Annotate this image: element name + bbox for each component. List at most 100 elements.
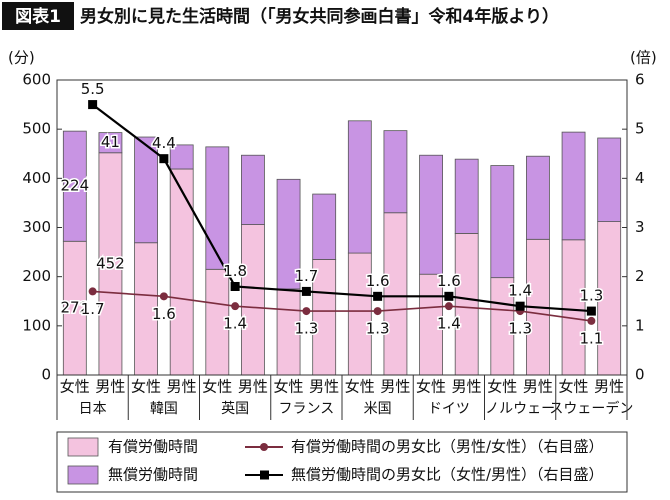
marker (302, 307, 311, 316)
legend-label: 無償労働時間の男女比（女性/男性）（右目盛） (291, 466, 604, 484)
y2-tick-label: 3 (635, 218, 645, 236)
x-tick-label: 男性 (95, 378, 125, 396)
marker (159, 292, 168, 301)
data-label: 1.3 (294, 320, 318, 338)
data-label: 224 (60, 177, 89, 195)
data-label: 1.3 (579, 287, 603, 305)
data-label: 1.7 (81, 300, 105, 318)
data-label: 1.3 (508, 320, 532, 338)
bar (62, 130, 87, 242)
x-tick-label: 男性 (167, 378, 197, 396)
bar (241, 154, 265, 225)
bar (383, 130, 408, 214)
legend-swatch (67, 437, 99, 457)
bar (241, 224, 265, 376)
x-tick-label: 女性 (274, 378, 304, 396)
bar (312, 193, 337, 260)
data-label: 4.4 (152, 134, 176, 152)
marker (373, 307, 382, 316)
y2-tick-label: 4 (635, 169, 645, 187)
x-tick-label: 女性 (60, 378, 90, 396)
marker (587, 316, 596, 325)
y-tick-label: 600 (22, 71, 51, 89)
y2-tick-label: 0 (635, 366, 645, 384)
data-label: 1.4 (508, 282, 532, 300)
data-label: 1.7 (294, 267, 318, 285)
data-label: 1.4 (437, 315, 461, 333)
x-tick-label: 女性 (416, 378, 446, 396)
y-tick-label: 400 (22, 169, 51, 187)
x-tick-label: 男性 (594, 378, 624, 396)
legend-marker (260, 443, 268, 451)
y2-tick-label: 1 (635, 316, 645, 334)
bar (597, 137, 622, 222)
y-tick-label: 300 (22, 218, 51, 236)
badge-bg (2, 2, 74, 30)
group-label: 米国 (364, 401, 392, 417)
bar (526, 155, 550, 240)
group-label: フランス (279, 401, 335, 417)
x-tick-label: 男性 (452, 378, 482, 396)
bar (134, 136, 158, 244)
bar (98, 132, 123, 154)
bar (169, 144, 194, 170)
marker (515, 301, 525, 311)
data-label: 5.5 (81, 80, 105, 98)
x-tick-label: 女性 (345, 378, 375, 396)
group-label: 韓国 (150, 401, 178, 417)
group-label: 日本 (79, 401, 107, 417)
y-tick-label: 200 (22, 267, 51, 285)
bar (454, 232, 479, 376)
marker (301, 286, 311, 296)
marker (231, 302, 240, 311)
y-tick-label: 500 (22, 120, 51, 138)
bar (419, 154, 443, 275)
line (92, 290, 592, 322)
y-tick-label: 0 (41, 366, 51, 384)
data-label: 452 (96, 254, 125, 272)
x-tick-label: 女性 (487, 378, 517, 396)
data-label: 1.3 (366, 320, 390, 338)
marker (373, 291, 383, 301)
bar (347, 120, 372, 254)
group-label: スウェーデン (549, 400, 633, 417)
data-label: 1.6 (152, 305, 176, 323)
y-tick-label: 100 (22, 316, 51, 334)
bar (454, 158, 479, 234)
badge: 図表1 (15, 6, 61, 27)
marker (88, 100, 98, 110)
data-label: 1.4 (223, 315, 247, 333)
bar (169, 168, 194, 376)
legend-box (56, 431, 628, 493)
x-tick-label: 男性 (238, 378, 268, 396)
legend-label: 有償労働時間の男女比（男性/女性）（右目盛） (291, 438, 604, 456)
group-label: ノルウェー (485, 401, 555, 417)
bar (383, 212, 408, 376)
data-label: 41 (101, 133, 120, 151)
legend-marker (260, 470, 269, 480)
data-label: 1.6 (437, 272, 461, 290)
chart-title: 男女別に見た生活時間（「男女共同参画白書」令和4年版より） (80, 6, 559, 27)
line (91, 103, 592, 313)
bar (205, 146, 230, 270)
data-label: 1.1 (579, 329, 603, 347)
y2-axis-label: (倍) (630, 49, 657, 67)
bar (276, 178, 301, 290)
x-tick-label: 女性 (202, 378, 232, 396)
bar (561, 239, 586, 376)
marker (230, 282, 240, 291)
y-axis-label: (分) (8, 49, 35, 67)
marker (444, 302, 453, 311)
data-label: 1.8 (223, 262, 247, 280)
data-label: 1.6 (366, 272, 390, 290)
group-label: ドイツ (428, 401, 470, 417)
group-label: 英国 (221, 400, 249, 417)
bar (490, 165, 515, 279)
bar (561, 131, 586, 241)
y2-tick-label: 5 (635, 120, 645, 138)
legend-label: 無償労働時間 (108, 466, 198, 484)
marker (159, 154, 169, 164)
legend-swatch (67, 465, 99, 485)
legend-label: 有償労働時間 (108, 438, 198, 456)
